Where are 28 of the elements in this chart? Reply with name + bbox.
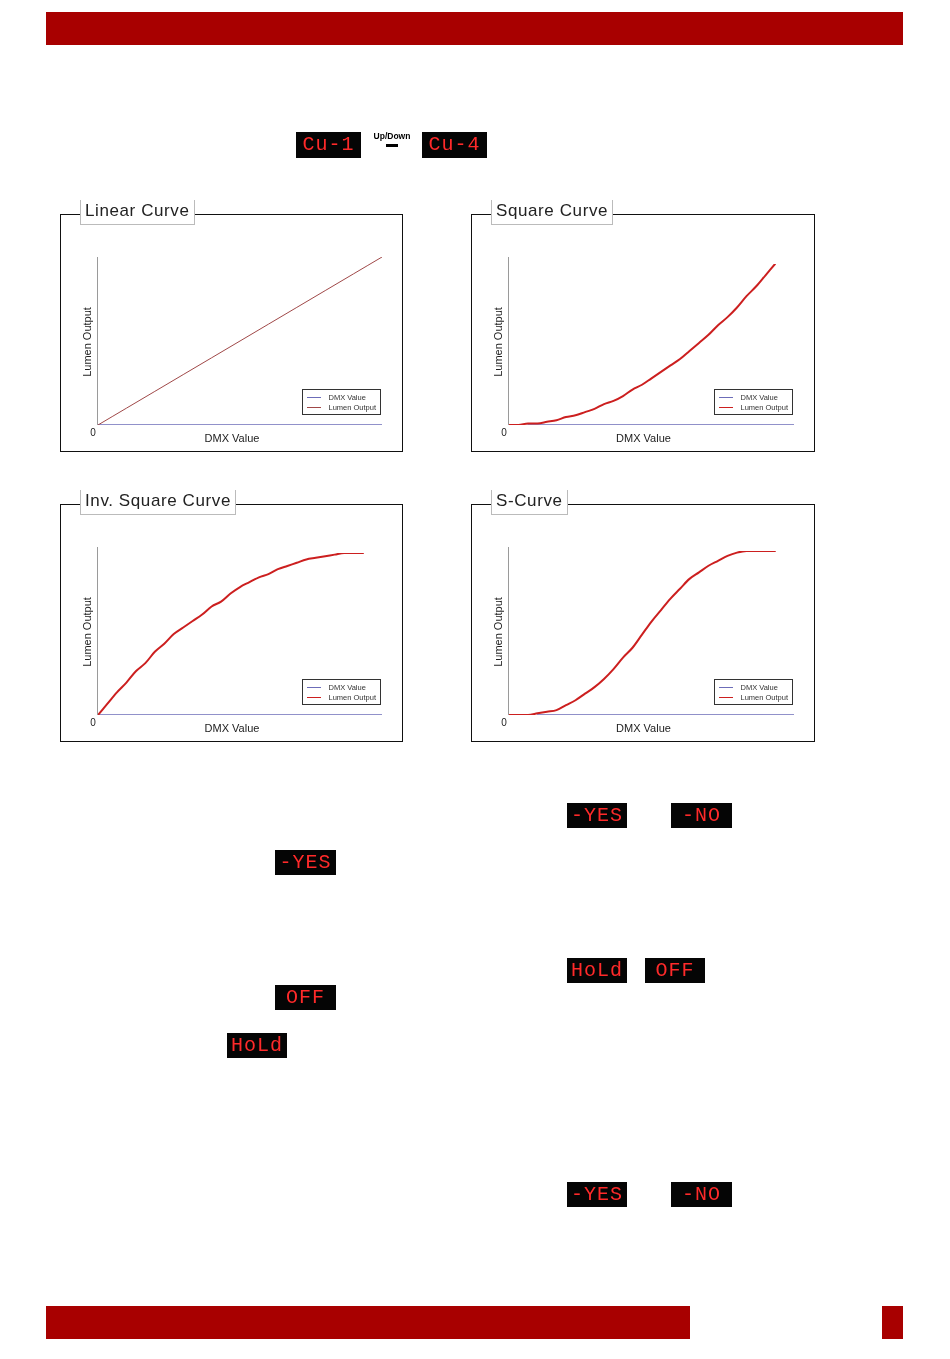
text: OFF [285, 986, 325, 1009]
text: Up/Down [373, 131, 411, 141]
chart-title: Linear Curve [85, 201, 190, 220]
y-axis-title: Lumen Output [81, 597, 93, 667]
chart-title: Square Curve [496, 201, 609, 220]
text: OFF [655, 959, 695, 982]
x-axis-title: DMX Value [616, 432, 671, 444]
y-axis-title: Lumen Output [492, 307, 504, 377]
text: 0 [501, 717, 507, 728]
text: -YES [570, 804, 623, 827]
text: -NO [681, 804, 721, 827]
text: 0 [90, 427, 96, 438]
x-axis-title: DMX Value [616, 722, 671, 734]
chart-title: S-Curve [496, 491, 563, 510]
text: -NO [681, 1183, 721, 1206]
text: 0 [90, 717, 96, 728]
text: Cu-4 [428, 133, 481, 156]
y-axis-title: Lumen Output [492, 597, 504, 667]
y-axis-title: Lumen Output [81, 307, 93, 377]
text: -YES [570, 1183, 623, 1206]
text: HoLd [230, 1034, 283, 1057]
chart-title: Inv. Square Curve [85, 491, 231, 510]
text: -YES [279, 851, 332, 874]
x-axis-title: DMX Value [204, 432, 260, 444]
x-axis-title: DMX Value [204, 722, 260, 734]
text: HoLd [570, 959, 623, 982]
text: Cu-1 [302, 133, 355, 156]
text: 0 [501, 427, 507, 438]
